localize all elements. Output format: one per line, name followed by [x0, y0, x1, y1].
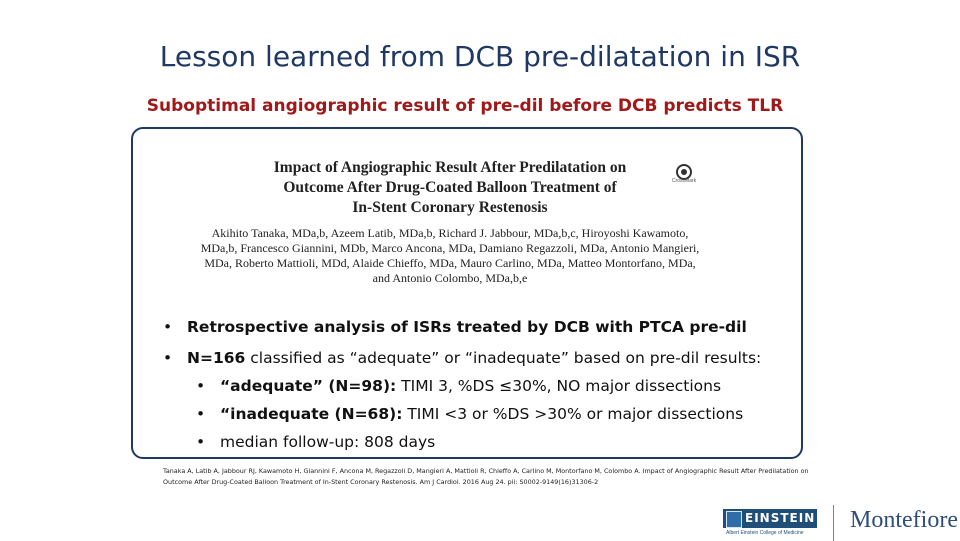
paper-title: Impact of Angiographic Result After Pred… — [273, 159, 627, 216]
einstein-logo: EINSTEIN Albert Einstein College of Medi… — [723, 509, 817, 539]
bullet-text: “adequate” (N=98): TIMI 3, %DS ≤30%, NO … — [220, 377, 721, 395]
crossmark-icon — [676, 164, 692, 180]
einstein-logo-subtext: Albert Einstein College of Medicine — [726, 530, 804, 536]
citation: Tanaka A, Latib A, Jabbour RJ, Kawamoto … — [163, 467, 809, 486]
bullet-marker: • — [163, 349, 173, 367]
bullet-marker: • — [196, 405, 206, 423]
crossmark-label: CrossMark — [671, 178, 697, 184]
bullet-marker: • — [196, 377, 206, 395]
bullet-marker: • — [196, 433, 206, 451]
bullet-bold-text: N=166 — [187, 349, 246, 367]
content-panel — [131, 127, 803, 459]
bullet-marker: • — [163, 318, 173, 336]
einstein-logo-text: EINSTEIN — [745, 511, 816, 525]
bullet-bold-text: “adequate” (N=98): — [220, 377, 397, 395]
bullet-text: “inadequate (N=68): TIMI <3 or %DS >30% … — [220, 405, 743, 423]
paper-authors: Akihito Tanaka, MDa,b, Azeem Latib, MDa,… — [200, 226, 700, 285]
slide-title: Lesson learned from DCB pre-dilatation i… — [159, 40, 801, 73]
slide-subtitle: Suboptimal angiographic result of pre-di… — [146, 96, 784, 116]
logo-divider — [833, 505, 834, 541]
montefiore-logo: Montefiore — [850, 507, 958, 533]
bullet-text: Retrospective analysis of ISRs treated b… — [187, 318, 747, 336]
bullet-text: median follow-up: 808 days — [220, 433, 436, 451]
bullet-bold-text: “inadequate (N=68): — [220, 405, 403, 423]
einstein-logo-box: EINSTEIN — [723, 509, 817, 528]
shield-icon — [726, 511, 742, 528]
bullet-rest-text: classified as “adequate” or “inadequate”… — [245, 349, 762, 367]
bullet-rest-text: TIMI <3 or %DS >30% or major dissections — [402, 405, 744, 423]
bullet-rest-text: TIMI 3, %DS ≤30%, NO major dissections — [396, 377, 722, 395]
bullet-text: N=166 classified as “adequate” or “inade… — [187, 349, 761, 367]
